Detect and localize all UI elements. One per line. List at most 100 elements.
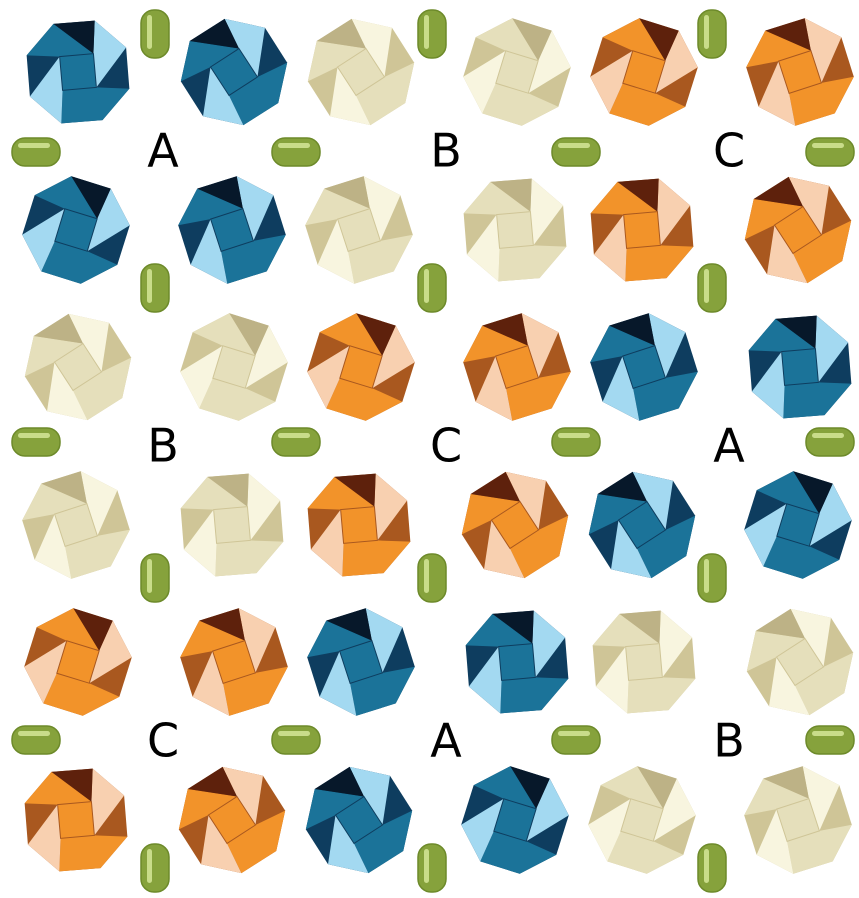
face-dark [73, 608, 113, 651]
green-pill [271, 427, 321, 457]
face-light [68, 313, 109, 372]
face-light [24, 640, 67, 704]
polyhedron [24, 313, 132, 421]
layer-label: B [430, 124, 462, 178]
face-mid [22, 483, 87, 521]
face-mid [307, 41, 366, 82]
face-mid [43, 673, 120, 716]
face-light [809, 483, 852, 547]
face-mid [795, 652, 854, 716]
face-center [625, 643, 663, 681]
polyhedron [180, 608, 288, 716]
face-mid [227, 810, 286, 874]
layer-label: B [713, 714, 745, 768]
face-mid [180, 41, 239, 82]
face-light [526, 778, 569, 842]
face-center [212, 345, 256, 389]
face-mid [480, 831, 557, 874]
green-pill [805, 137, 855, 167]
face-light [532, 610, 566, 678]
face-mid [34, 176, 98, 219]
polyhedron [22, 176, 130, 284]
green-pill [697, 263, 727, 313]
face-center [776, 503, 820, 547]
face-center [773, 205, 823, 255]
face-center [775, 637, 825, 687]
face-light [475, 356, 513, 421]
face-mid [763, 536, 840, 579]
face-light [505, 471, 546, 530]
face-dark [71, 176, 111, 219]
green-pill [805, 427, 855, 457]
face-center [57, 801, 95, 839]
face-dark [197, 176, 243, 209]
face-mid [744, 199, 803, 240]
face-dark [609, 313, 655, 346]
polyhedron [465, 610, 569, 714]
face-light [89, 620, 132, 684]
face-mid [36, 608, 100, 651]
face-mid [783, 382, 852, 419]
pill-highlight [278, 143, 310, 148]
face-mid [793, 220, 852, 284]
face-light [307, 345, 350, 409]
green-pill [417, 843, 447, 893]
face-center [53, 502, 99, 548]
face-dark [765, 18, 811, 51]
polyhedron [746, 608, 854, 716]
face-light [611, 520, 652, 579]
face-dark [316, 18, 366, 49]
face-mid [73, 357, 132, 421]
face-light [93, 20, 127, 88]
face-light [22, 208, 65, 272]
face-dark [490, 178, 532, 212]
face-mid [319, 313, 383, 356]
face-mid [24, 336, 83, 377]
face-light [201, 815, 242, 874]
face-mid [342, 540, 411, 577]
face-light [790, 608, 831, 667]
face-mid [465, 613, 533, 647]
face-mid [178, 789, 237, 830]
face-dark [41, 471, 87, 504]
face-mid [463, 181, 531, 215]
polyhedron [748, 315, 852, 419]
face-light [203, 67, 244, 126]
face-center [490, 500, 540, 550]
face-mid [506, 371, 571, 421]
face-center [493, 798, 537, 842]
face-mid [41, 241, 118, 284]
face-mid [482, 83, 559, 126]
polyhedron [746, 18, 854, 126]
face-light [365, 608, 403, 673]
green-pill [805, 725, 855, 755]
face-mid [461, 494, 520, 535]
pill-highlight [18, 143, 50, 148]
face-dark [482, 313, 528, 346]
polyhedron [463, 178, 567, 282]
green-pill [271, 137, 321, 167]
polyhedron [588, 766, 696, 874]
green-pill [417, 263, 447, 313]
face-light [47, 362, 88, 421]
face-center [494, 344, 540, 390]
face-mid [592, 613, 660, 647]
face-dark [207, 473, 249, 507]
face-dark [51, 768, 93, 802]
face-light [180, 345, 223, 409]
face-dark [492, 610, 534, 644]
face-light [588, 798, 631, 862]
polyhedron [590, 178, 694, 282]
pill-highlight [424, 849, 429, 883]
face-center [775, 797, 821, 843]
face-light [751, 351, 785, 419]
face-light [236, 176, 274, 241]
polyhedron [307, 608, 415, 716]
face-dark [619, 610, 661, 644]
polyhedron [180, 18, 288, 126]
face-light [804, 18, 842, 83]
green-pill [11, 137, 61, 167]
pill-highlight [812, 731, 844, 736]
face-light [466, 214, 500, 282]
face-mid [24, 771, 92, 805]
